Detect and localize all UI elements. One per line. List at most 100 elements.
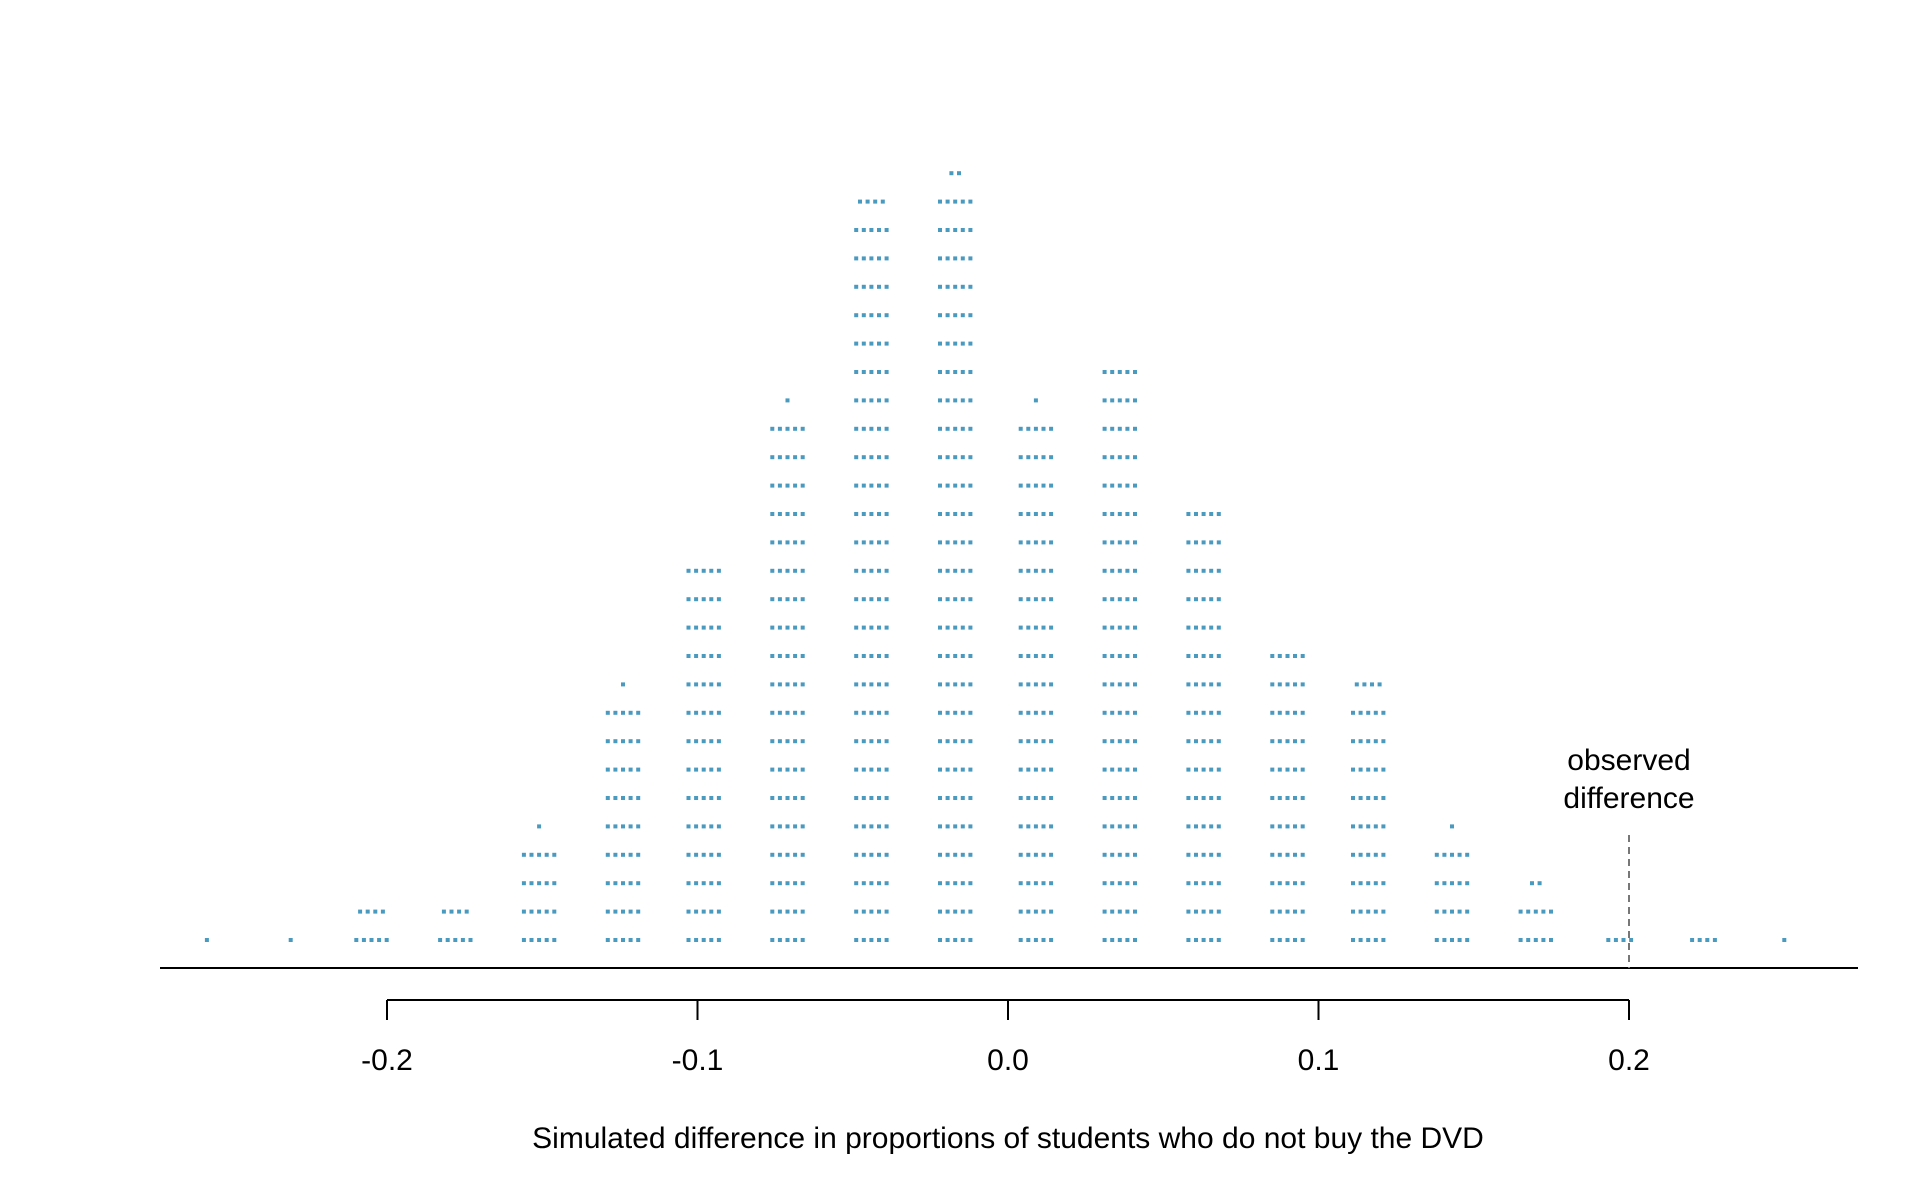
dot-bin-12 [1216,512,1221,516]
dot-bin-12 [1209,512,1214,516]
dot-bin-9 [968,455,973,460]
dot-bin-14 [1373,710,1378,715]
dot-bin-14 [1381,852,1386,857]
dot-bin-9 [968,426,973,431]
dot-bin-6 [716,739,721,744]
dot-bin-9 [953,512,958,516]
dot-bin-8 [861,881,866,886]
dot-bin-8 [884,852,889,857]
dot-bin-11 [1125,909,1130,914]
dot-bin-15 [1450,881,1454,886]
dot-bin-9 [960,654,965,658]
dot-bin-7 [793,881,798,886]
dot-bin-7 [785,710,790,715]
dot-bin-10 [1018,540,1023,545]
dot-bin-6 [686,796,691,800]
dot-bin-9 [938,540,942,545]
dot-bin-11 [1125,824,1130,829]
dot-bin-8 [873,199,878,204]
dot-bin-17 [1613,938,1618,942]
dot-bin-8 [861,341,866,346]
dot-bin-6 [694,796,699,800]
dot-bin-11 [1110,824,1115,829]
dot-bin-12 [1216,824,1221,829]
dot-bin-13 [1270,824,1275,829]
dot-bin-7 [785,682,790,687]
dot-bin-10 [1041,540,1046,545]
dot-bin-4 [544,881,549,886]
dot-bin-9 [968,796,973,800]
dot-bin-7 [785,625,790,630]
dot-bin-9 [953,909,958,914]
dot-bin-10 [1018,483,1023,488]
dot-bin-6 [716,767,721,772]
dot-bin-17 [1606,938,1611,942]
dot-bin-11 [1117,881,1122,886]
dot-bin-13 [1285,909,1290,914]
dot-bin-11 [1133,881,1137,886]
dot-bin-6 [709,938,714,942]
dot-bin-7 [793,710,798,715]
dot-bin-12 [1216,881,1221,886]
dot-bin-4 [521,881,526,886]
dot-bin-11 [1110,739,1115,744]
dot-bin-10 [1033,455,1038,460]
dot-bin-14 [1381,796,1386,800]
dot-bin-6 [701,625,706,630]
dot-bin-9 [945,796,950,800]
dot-bin-18 [1712,938,1717,942]
dot-bin-13 [1293,682,1297,687]
dot-bin-13 [1277,739,1282,744]
dot-bin-8 [869,284,874,289]
dot-bin-7 [770,739,775,744]
dot-bin-8 [877,512,881,516]
dot-bin-14 [1351,739,1355,744]
dot-bin-11 [1125,852,1130,857]
dot-bin-19 [1782,938,1787,942]
dot-bin-14 [1358,938,1363,942]
dot-bin-8 [854,256,859,261]
dot-bin-6 [701,796,706,800]
dot-bin-10 [1049,739,1054,744]
dot-bin-12 [1194,909,1198,914]
dot-bin-7 [793,483,798,488]
dot-bin-10 [1033,796,1038,800]
dot-bin-8 [854,341,859,346]
dot-bin-7 [800,710,805,715]
dot-bin-8 [884,739,889,744]
dot-bin-16 [1533,909,1538,914]
dot-bin-9 [938,370,942,374]
dot-bin-6 [709,710,714,715]
dot-bin-9 [960,597,965,602]
dot-bin-13 [1300,739,1305,744]
dot-bin-9 [960,881,965,886]
dot-bin-13 [1277,881,1282,886]
dot-bin-13 [1285,739,1290,744]
dot-bin-8 [861,313,866,318]
dot-bin-9 [953,228,958,232]
dot-bin-15 [1465,881,1470,886]
dot-bin-11 [1110,909,1115,914]
dot-bin-8 [869,512,874,516]
dot-bin-16 [1537,881,1542,886]
x-tick-label: -0.2 [361,1044,413,1077]
dot-bin-9 [960,796,965,800]
dot-bin-4 [537,938,542,942]
dot-bin-6 [686,852,691,857]
dot-bin-15 [1450,824,1454,829]
dot-bin-14 [1362,682,1367,687]
dot-bin-14 [1366,852,1371,857]
dot-bin-8 [877,625,881,630]
dot-bin-7 [770,852,775,857]
dot-bin-5 [636,796,641,800]
dot-bin-7 [800,512,805,516]
dot-bin-8 [884,284,889,289]
dot-bin-9 [953,568,958,573]
dot-bin-18 [1705,938,1710,942]
dot-bin-11 [1110,796,1115,800]
dot-bin-8 [861,483,866,488]
dot-bin-16 [1541,909,1546,914]
dot-bin-7 [800,938,805,942]
dot-bin-13 [1277,909,1282,914]
dot-bin-5 [621,881,625,886]
